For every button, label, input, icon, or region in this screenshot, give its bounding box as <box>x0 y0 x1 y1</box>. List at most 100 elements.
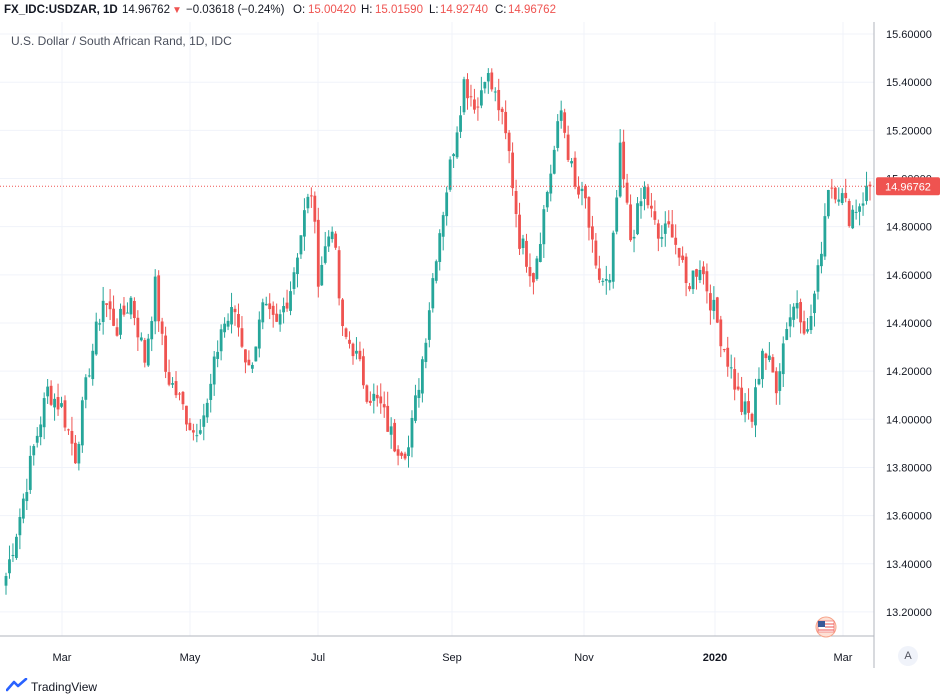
candle-body <box>535 258 539 279</box>
candle-body <box>552 149 556 174</box>
us-flag-event-icon[interactable] <box>815 616 837 638</box>
candle <box>538 232 542 263</box>
candle-body <box>792 306 796 320</box>
y-axis-labels: 13.20000 13.40000 13.60000 13.80000 14.00000… <box>886 29 932 619</box>
candle-body <box>691 270 695 290</box>
candle-body <box>618 142 622 197</box>
candle-body <box>813 293 816 314</box>
candle <box>28 445 32 494</box>
candle-body <box>865 185 868 202</box>
candle <box>504 100 508 140</box>
candle-body <box>292 272 296 289</box>
candle <box>393 419 397 453</box>
auto-scale-button[interactable]: A <box>898 646 918 666</box>
candle <box>181 390 185 410</box>
candle <box>303 198 306 251</box>
candle-body <box>795 302 799 309</box>
candle <box>264 296 268 306</box>
candle <box>549 164 553 202</box>
candle-body <box>604 278 608 281</box>
candle-body <box>816 265 820 292</box>
y-tick-label: 15.20000 <box>886 125 932 137</box>
candle-body <box>139 337 143 341</box>
candle-body <box>101 300 105 323</box>
candle-body <box>223 323 227 333</box>
candle-body <box>150 321 154 340</box>
candle-body <box>146 338 150 366</box>
candle <box>695 268 698 290</box>
candle <box>410 410 414 458</box>
candle <box>56 383 60 416</box>
candle <box>469 84 473 107</box>
candle <box>795 290 799 319</box>
candle-body <box>542 209 546 245</box>
tradingview-brand[interactable]: TradingView <box>5 677 97 696</box>
candle-body <box>601 280 605 282</box>
candle <box>39 416 43 446</box>
candle-body <box>587 197 591 228</box>
candle <box>559 100 563 129</box>
candle <box>681 246 685 263</box>
y-tick-label: 14.40000 <box>886 318 932 330</box>
candle-body <box>573 157 577 187</box>
candle-body <box>636 203 639 235</box>
candle-body <box>858 206 861 212</box>
candle-body <box>830 187 834 189</box>
low-label: L: <box>429 4 439 16</box>
candle-body <box>334 233 338 248</box>
candle-body <box>719 319 723 347</box>
price-change: −0.03618 (−0.24%) <box>186 4 285 16</box>
y-tick-label: 15.40000 <box>886 77 932 89</box>
candle-body <box>466 79 469 99</box>
candle <box>146 333 150 367</box>
candle <box>87 368 91 378</box>
candle <box>53 393 56 421</box>
symbol-header: FX_IDC:USDZAR, 1D 14.96762 ▼ −0.03618 (−… <box>0 0 944 20</box>
candle <box>80 396 84 453</box>
y-tick-label: 13.40000 <box>886 559 932 571</box>
candle <box>434 259 438 284</box>
candle <box>643 181 646 211</box>
candle-body <box>431 278 435 309</box>
candle-body <box>400 452 403 456</box>
candle <box>257 311 261 358</box>
candle <box>781 336 785 388</box>
candle-body <box>500 108 504 112</box>
candle <box>313 191 317 234</box>
candle-body <box>53 398 56 408</box>
candle <box>597 255 601 284</box>
candle <box>420 356 424 403</box>
candle-body <box>247 359 251 366</box>
candle-body <box>490 72 494 90</box>
candle-body <box>528 267 532 277</box>
candle-body <box>316 219 320 287</box>
candle-body <box>261 302 265 323</box>
candle-body <box>275 313 279 322</box>
candle-body <box>285 302 289 309</box>
candle-body <box>67 429 70 431</box>
candle-body <box>486 73 490 82</box>
candle-body <box>351 343 355 357</box>
candle <box>764 352 768 370</box>
candle-body <box>705 271 709 292</box>
candle <box>63 395 67 432</box>
candle <box>441 211 445 251</box>
candle <box>112 295 115 327</box>
candle <box>663 211 667 247</box>
candle-body <box>254 346 258 362</box>
candle-body <box>455 132 459 158</box>
candle-body <box>28 455 32 490</box>
candle-body <box>577 186 580 195</box>
candle <box>167 359 171 387</box>
candle <box>84 374 88 409</box>
candle <box>195 423 199 443</box>
candle-body <box>861 203 865 206</box>
candle-body <box>420 359 424 394</box>
candle-body <box>195 435 199 437</box>
candle-body <box>646 187 650 206</box>
candle <box>91 343 95 386</box>
candle-body <box>802 321 806 334</box>
candle-body <box>70 430 74 444</box>
candlestick-chart[interactable]: 13.20000 13.40000 13.60000 13.80000 14.00000… <box>0 22 944 668</box>
candle <box>556 114 560 152</box>
